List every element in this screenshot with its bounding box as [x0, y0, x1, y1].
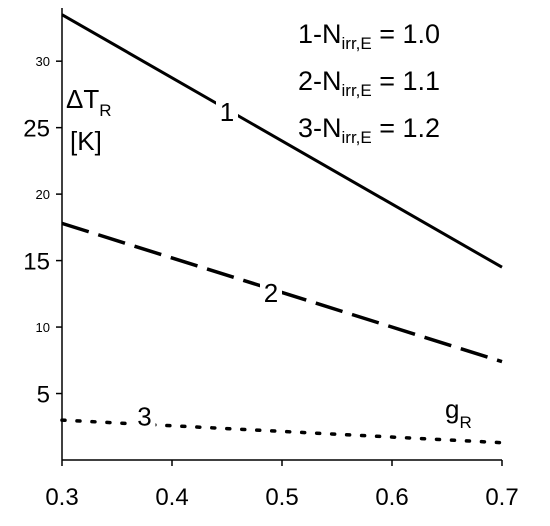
- y-axis-label: ΔTR: [66, 84, 112, 120]
- x-tick-label: 0.6: [375, 484, 408, 511]
- y-tick-labels: 5 10 15 20 25 30: [23, 54, 62, 409]
- series-line-3: [60, 418, 504, 445]
- x-tick-label: 0.5: [265, 484, 298, 511]
- legend: 1-Nirr,E = 1.0 2-Nirr,E = 1.1 3-Nirr,E = 1…: [298, 19, 440, 147]
- y-tick-label: 15: [23, 249, 50, 276]
- series-label-3: 3: [137, 401, 151, 431]
- y-tick-label: 10: [36, 320, 50, 335]
- series-label-1: 1: [220, 97, 234, 127]
- series-label-bg: [216, 99, 238, 127]
- x-tick-label: 0.3: [45, 484, 78, 511]
- y-tick-label: 30: [36, 54, 50, 69]
- series-label-2: 2: [264, 278, 278, 308]
- legend-entry: 3-Nirr,E = 1.2: [298, 113, 440, 147]
- legend-entry: 1-Nirr,E = 1.0: [298, 19, 440, 53]
- series-line-1: [61, 13, 503, 269]
- y-tick-label: 5: [37, 382, 50, 409]
- y-axis-unit: [K]: [70, 126, 102, 156]
- x-tick-label: 0.4: [155, 484, 188, 511]
- series-label-bg: [260, 279, 282, 308]
- series-label-bg: [133, 403, 156, 432]
- x-tick-label: 0.7: [485, 484, 518, 511]
- y-tick-label: 25: [23, 116, 50, 143]
- legend-entry: 2-Nirr,E = 1.1: [298, 66, 440, 100]
- y-tick-label: 20: [36, 187, 50, 202]
- x-axis-label: gR: [445, 394, 472, 432]
- series-labels: 1 2 3: [133, 97, 282, 432]
- x-tick-labels: 0.3 0.4 0.5 0.6 0.7: [45, 460, 519, 511]
